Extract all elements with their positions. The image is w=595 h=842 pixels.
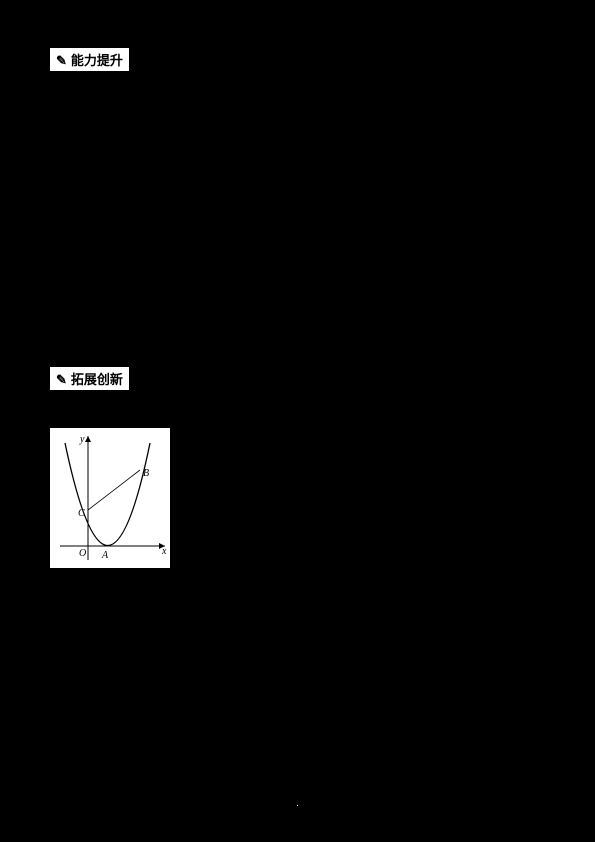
pencil-icon: ✎ (56, 53, 67, 68)
pencil-icon: ✎ (56, 372, 67, 387)
ability-banner-label: 能力提升 (71, 53, 123, 68)
point-c-label: C (78, 508, 85, 519)
footer-mark: · (296, 801, 299, 812)
ability-section-banner: ✎ 能力提升 (50, 48, 129, 71)
y-axis-arrow (85, 436, 91, 442)
origin-label: O (79, 548, 86, 559)
parabola-graph: y x O A B C (50, 428, 170, 568)
extend-problems-block (50, 578, 545, 698)
extend-intro (50, 398, 545, 418)
page-container: ✎ 能力提升 ✎ 拓展创新 y x O A B C (0, 0, 595, 738)
line-cb (88, 470, 140, 510)
point-a-label: A (101, 550, 109, 561)
extend-section-banner: ✎ 拓展创新 (50, 367, 129, 390)
y-axis-label: y (79, 434, 85, 445)
parabola-svg: y x O A B C (50, 428, 170, 568)
x-axis-label: x (161, 546, 167, 557)
extend-banner-label: 拓展创新 (71, 372, 123, 387)
ability-problems-block (50, 79, 545, 359)
parabola-curve (65, 443, 150, 546)
point-b-label: B (143, 468, 149, 479)
